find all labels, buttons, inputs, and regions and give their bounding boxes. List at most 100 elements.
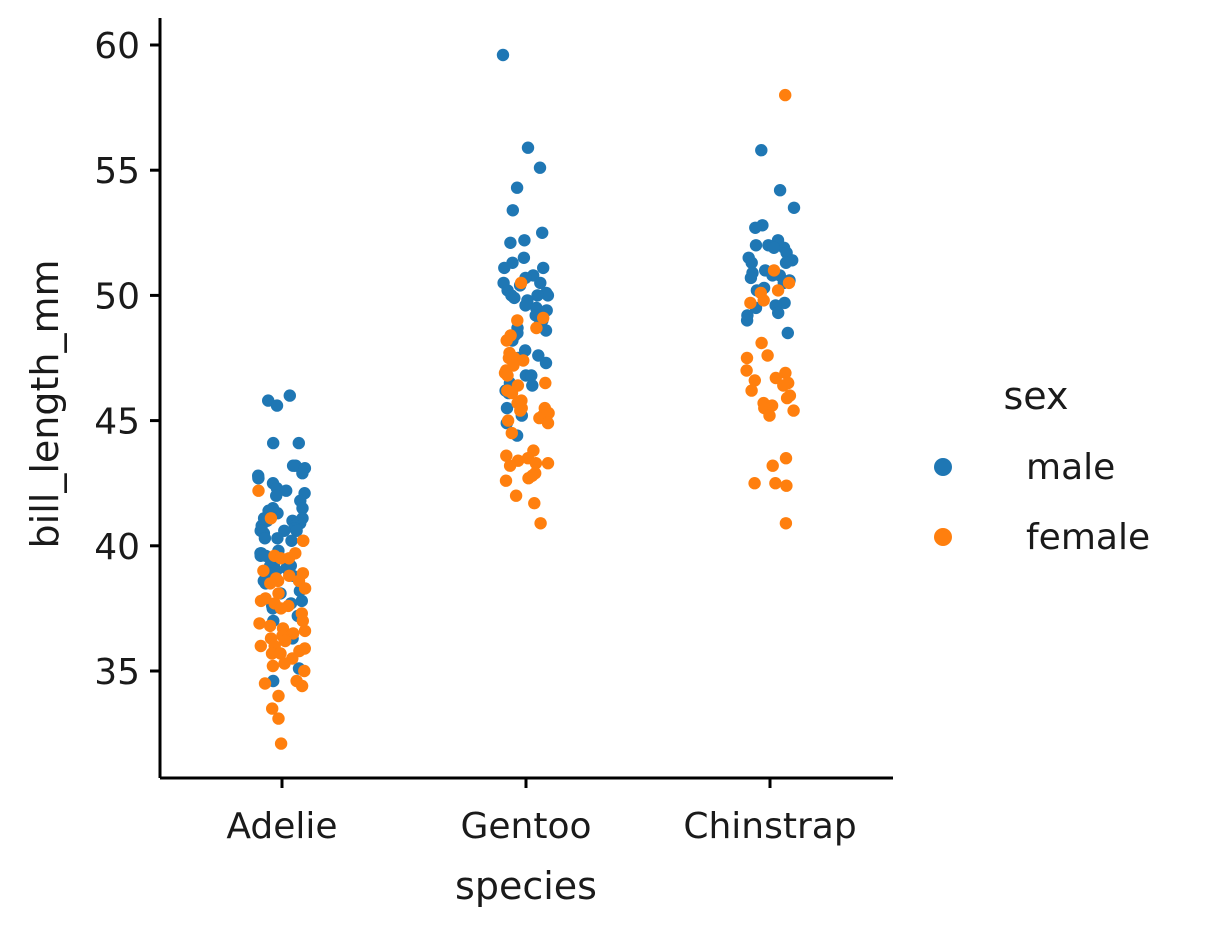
point-male-adelie xyxy=(296,502,309,515)
x-tick-label-gentoo: Gentoo xyxy=(460,806,591,847)
point-female-chinstrap xyxy=(748,477,761,490)
point-female-adelie xyxy=(298,664,311,678)
point-female-gentoo xyxy=(511,314,524,327)
point-female-chinstrap xyxy=(779,517,793,530)
point-female-adelie xyxy=(278,657,291,670)
point-male-gentoo xyxy=(539,324,553,337)
point-male-gentoo xyxy=(496,48,510,62)
point-male-gentoo xyxy=(500,401,514,415)
point-female-chinstrap xyxy=(769,371,782,385)
point-female-adelie xyxy=(283,569,296,582)
point-female-adelie xyxy=(274,602,288,615)
point-female-gentoo xyxy=(541,457,555,470)
point-female-chinstrap xyxy=(779,366,792,380)
point-female-gentoo xyxy=(529,457,543,470)
point-male-adelie xyxy=(252,472,265,485)
point-female-adelie xyxy=(272,712,285,725)
point-female-adelie xyxy=(264,577,277,590)
point-male-chinstrap xyxy=(745,256,758,269)
y-axis-ticks: 35 40 45 50 55 60 xyxy=(94,26,160,693)
point-female-gentoo xyxy=(505,386,519,400)
point-female-adelie xyxy=(298,624,312,638)
point-male-gentoo xyxy=(518,234,531,247)
point-male-gentoo xyxy=(525,369,538,382)
point-female-chinstrap xyxy=(780,479,793,492)
point-female-adelie xyxy=(252,484,265,497)
point-male-chinstrap xyxy=(749,239,763,252)
point-female-adelie xyxy=(287,627,300,640)
point-female-chinstrap xyxy=(782,276,796,290)
point-male-adelie xyxy=(270,399,284,412)
point-female-chinstrap xyxy=(777,379,790,392)
point-female-gentoo xyxy=(501,369,514,382)
point-female-gentoo xyxy=(530,321,543,335)
x-axis-title: species xyxy=(455,864,597,908)
point-female-gentoo xyxy=(500,449,513,462)
point-female-adelie xyxy=(274,647,287,660)
point-male-adelie xyxy=(295,594,308,608)
point-male-adelie xyxy=(292,436,305,450)
point-female-adelie xyxy=(296,614,309,628)
point-male-adelie xyxy=(270,489,283,502)
x-tick-label-adelie: Adelie xyxy=(226,806,337,847)
point-male-adelie xyxy=(259,549,272,562)
point-female-chinstrap xyxy=(771,284,785,297)
point-male-gentoo xyxy=(508,291,521,305)
point-male-adelie xyxy=(280,484,293,497)
point-female-chinstrap xyxy=(787,404,800,417)
point-male-gentoo xyxy=(536,226,549,239)
point-male-chinstrap xyxy=(755,144,768,157)
point-male-adelie xyxy=(267,436,280,450)
point-female-adelie xyxy=(266,702,279,715)
point-male-chinstrap xyxy=(767,241,781,254)
y-tick-label: 45 xyxy=(94,402,140,443)
point-male-adelie xyxy=(296,467,309,480)
legend-marker-male xyxy=(934,458,952,476)
point-female-gentoo xyxy=(522,472,535,485)
point-male-gentoo xyxy=(532,349,545,362)
point-male-gentoo xyxy=(539,356,553,370)
point-female-gentoo xyxy=(517,354,530,367)
point-male-chinstrap xyxy=(772,306,785,320)
point-female-gentoo xyxy=(501,414,515,427)
points-layer xyxy=(252,48,801,750)
point-female-adelie xyxy=(258,677,272,690)
point-female-gentoo xyxy=(503,459,517,472)
point-female-chinstrap xyxy=(744,296,757,310)
point-female-chinstrap xyxy=(769,477,782,490)
y-tick-label: 40 xyxy=(94,527,140,568)
point-female-adelie xyxy=(279,634,292,648)
point-male-gentoo xyxy=(526,379,539,392)
point-male-gentoo xyxy=(541,289,555,302)
point-male-adelie xyxy=(285,534,298,547)
point-male-gentoo xyxy=(537,261,550,275)
point-female-chinstrap xyxy=(780,391,794,405)
point-female-adelie xyxy=(297,534,310,547)
point-female-gentoo xyxy=(539,376,552,390)
point-male-chinstrap xyxy=(749,221,762,234)
point-female-gentoo xyxy=(500,334,513,347)
y-axis-title: bill_length_mm xyxy=(23,260,67,549)
point-female-gentoo xyxy=(528,497,541,510)
point-male-chinstrap xyxy=(779,256,793,269)
x-tick-label-chinstrap: Chinstrap xyxy=(683,806,856,847)
point-female-chinstrap xyxy=(740,351,754,365)
point-male-gentoo xyxy=(504,236,517,249)
point-female-adelie xyxy=(274,737,288,750)
point-female-chinstrap xyxy=(745,384,758,397)
point-female-gentoo xyxy=(537,311,550,325)
point-male-gentoo xyxy=(498,261,511,275)
point-male-gentoo xyxy=(510,181,524,194)
y-tick-label: 50 xyxy=(94,276,140,317)
point-male-gentoo xyxy=(519,299,532,312)
point-male-gentoo xyxy=(531,289,544,302)
point-female-chinstrap xyxy=(763,409,776,422)
legend-marker-female xyxy=(934,528,952,546)
point-female-adelie xyxy=(257,564,270,577)
point-male-chinstrap xyxy=(781,326,794,340)
point-female-adelie xyxy=(263,619,277,633)
point-female-gentoo xyxy=(505,426,518,440)
point-female-gentoo xyxy=(541,416,555,430)
point-male-adelie xyxy=(286,459,300,472)
